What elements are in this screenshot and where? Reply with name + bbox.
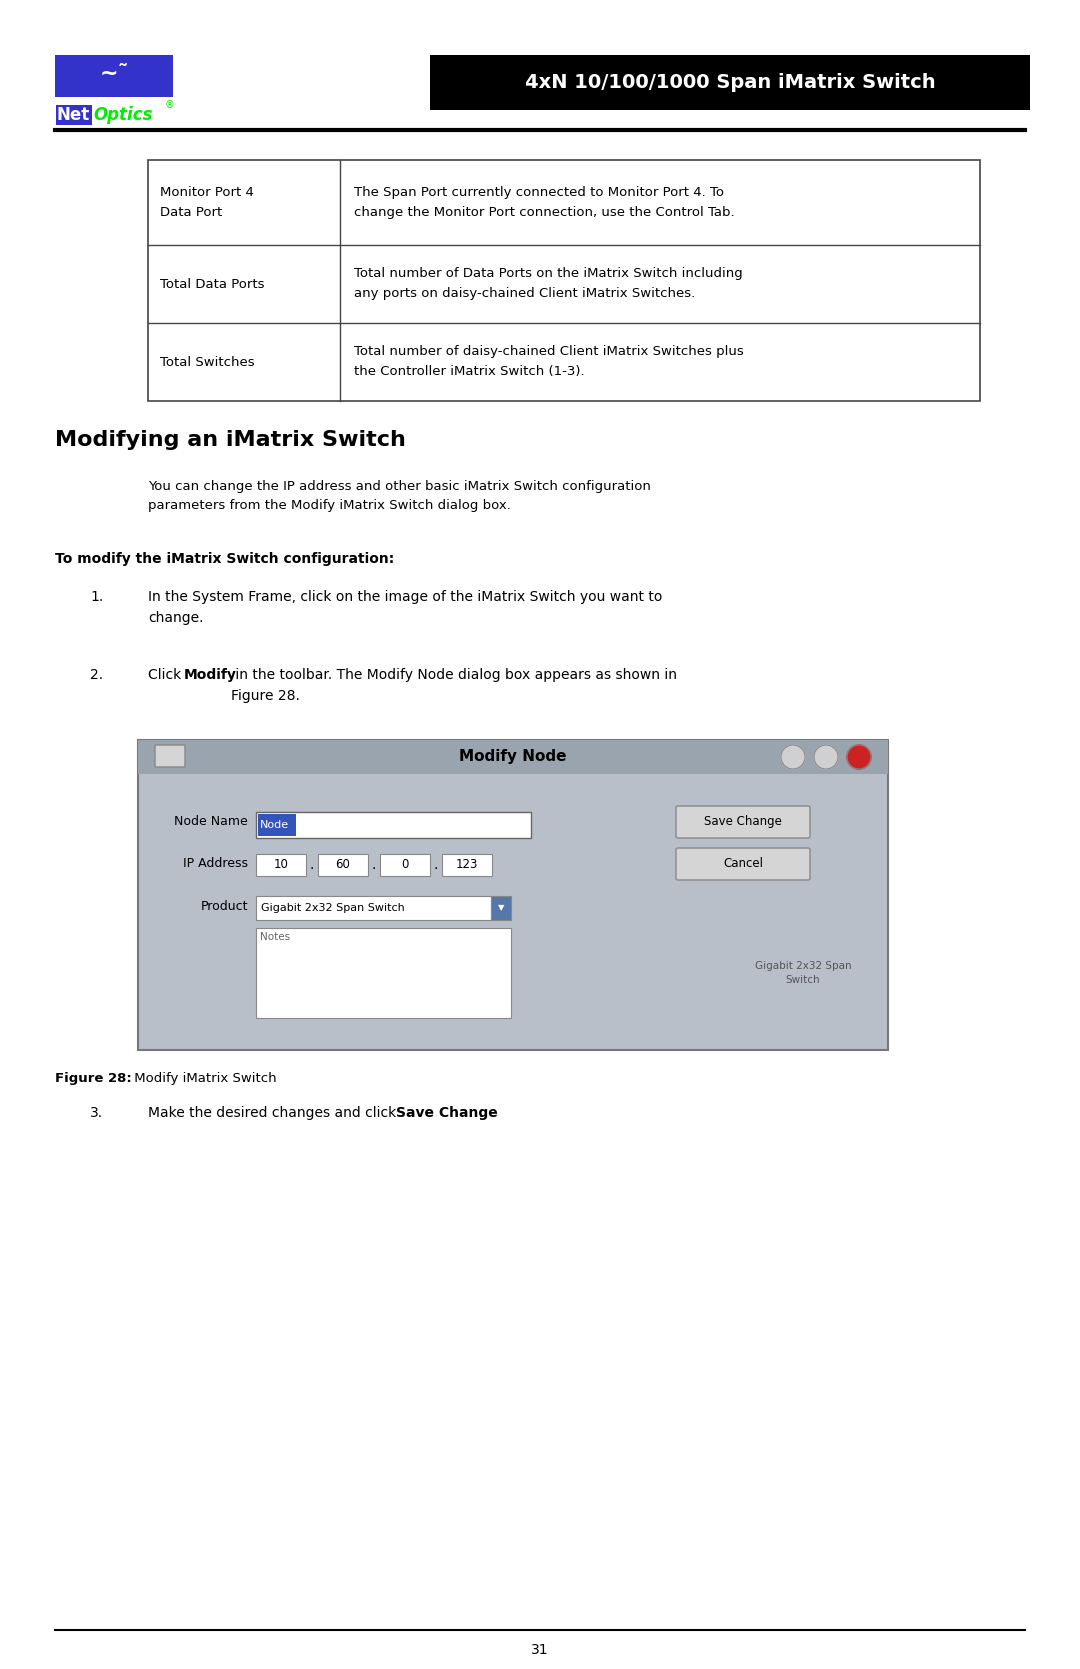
Text: .: . — [478, 1107, 483, 1120]
Text: Total number of Data Ports on the iMatrix Switch including
any ports on daisy-ch: Total number of Data Ports on the iMatri… — [354, 267, 743, 300]
Text: Notes: Notes — [260, 931, 291, 941]
Text: ®: ® — [165, 100, 175, 110]
Text: Gigabit 2x32 Span Switch: Gigabit 2x32 Span Switch — [261, 903, 405, 913]
Text: 0: 0 — [402, 858, 408, 871]
Text: You can change the IP address and other basic iMatrix Switch configuration
param: You can change the IP address and other … — [148, 481, 651, 512]
Bar — [380, 855, 430, 876]
Text: IP Address: IP Address — [183, 858, 248, 871]
Circle shape — [847, 744, 870, 769]
Text: ~˜: ~˜ — [99, 63, 129, 83]
Bar — [138, 739, 888, 774]
Bar — [430, 55, 1030, 110]
Bar — [256, 855, 306, 876]
Bar — [256, 928, 511, 1018]
Text: Total number of daisy-chained Client iMatrix Switches plus
the Controller iMatri: Total number of daisy-chained Client iMa… — [354, 345, 744, 379]
Text: Modifying an iMatrix Switch: Modifying an iMatrix Switch — [55, 431, 406, 451]
Text: Modify: Modify — [184, 668, 237, 683]
FancyBboxPatch shape — [156, 744, 185, 768]
Bar — [258, 814, 296, 836]
Text: in the toolbar. The Modify Node dialog box appears as shown in
Figure 28.: in the toolbar. The Modify Node dialog b… — [231, 668, 677, 703]
Text: Modify Node: Modify Node — [459, 749, 567, 764]
Text: Click: Click — [148, 668, 186, 683]
Text: Net: Net — [57, 107, 91, 124]
Text: 1.: 1. — [90, 591, 104, 604]
Text: Total Data Ports: Total Data Ports — [160, 277, 265, 290]
Text: To modify the iMatrix Switch configuration:: To modify the iMatrix Switch configurati… — [55, 552, 394, 566]
Text: Cancel: Cancel — [723, 858, 762, 871]
Text: Figure 28:: Figure 28: — [55, 1071, 132, 1085]
Text: 4xN 10/100/1000 Span iMatrix Switch: 4xN 10/100/1000 Span iMatrix Switch — [525, 73, 935, 92]
Text: Make the desired changes and click: Make the desired changes and click — [148, 1107, 401, 1120]
Text: Save Change: Save Change — [396, 1107, 498, 1120]
Text: Monitor Port 4
Data Port: Monitor Port 4 Data Port — [160, 185, 254, 219]
Text: ▼: ▼ — [498, 903, 504, 913]
Text: Node: Node — [260, 819, 289, 829]
Bar — [256, 896, 491, 920]
Text: 123: 123 — [456, 858, 478, 871]
FancyBboxPatch shape — [676, 806, 810, 838]
Bar — [256, 813, 531, 838]
Bar — [138, 739, 888, 1050]
Text: Node Name: Node Name — [174, 816, 248, 828]
Text: 2.: 2. — [90, 668, 103, 683]
Text: Optics: Optics — [93, 107, 152, 124]
Text: 10: 10 — [273, 858, 288, 871]
Circle shape — [814, 744, 838, 769]
Bar — [491, 896, 511, 920]
Circle shape — [781, 744, 805, 769]
Bar — [148, 160, 980, 401]
Text: .: . — [310, 858, 314, 871]
Text: 3.: 3. — [90, 1107, 103, 1120]
Text: Total Switches: Total Switches — [160, 355, 255, 369]
Text: 60: 60 — [336, 858, 350, 871]
Text: .: . — [434, 858, 438, 871]
Text: Modify iMatrix Switch: Modify iMatrix Switch — [130, 1071, 276, 1085]
Bar — [55, 55, 173, 97]
Text: Product: Product — [201, 900, 248, 913]
Text: In the System Frame, click on the image of the iMatrix Switch you want to
change: In the System Frame, click on the image … — [148, 591, 662, 624]
Text: The Span Port currently connected to Monitor Port 4. To
change the Monitor Port : The Span Port currently connected to Mon… — [354, 185, 734, 219]
Text: Save Change: Save Change — [704, 816, 782, 828]
Bar — [442, 855, 492, 876]
Text: Gigabit 2x32 Span
Switch: Gigabit 2x32 Span Switch — [755, 961, 851, 985]
FancyBboxPatch shape — [676, 848, 810, 880]
Bar — [318, 855, 368, 876]
Text: .: . — [372, 858, 376, 871]
Text: 31: 31 — [531, 1642, 549, 1657]
